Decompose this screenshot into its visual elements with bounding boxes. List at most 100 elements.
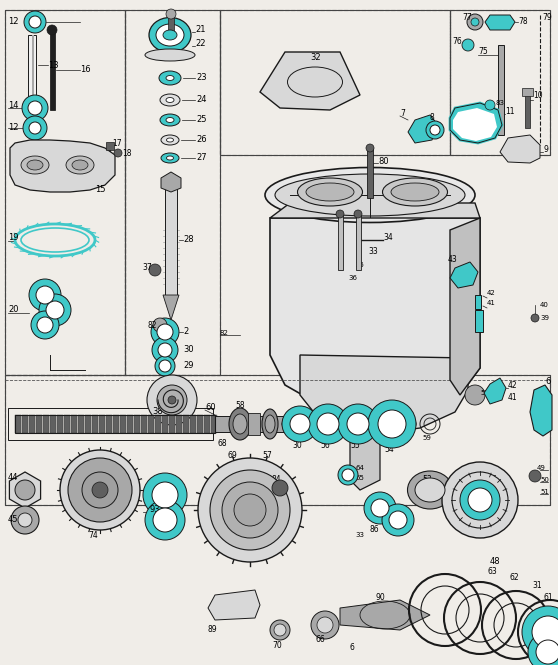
Text: 46: 46 [488,475,498,485]
Circle shape [68,458,132,522]
Text: 43: 43 [448,255,458,265]
Text: 80: 80 [378,158,388,166]
Text: 24: 24 [196,96,206,104]
Ellipse shape [166,138,174,142]
Text: 77: 77 [462,13,472,23]
Bar [8,408,213,440]
Bar [211,415,217,433]
Ellipse shape [233,414,247,434]
Bar [141,415,147,433]
Text: 19: 19 [8,233,18,243]
Bar [36,415,42,433]
Bar [22,415,28,433]
Text: 7: 7 [400,108,405,118]
Circle shape [143,473,187,517]
Text: 2: 2 [183,327,188,336]
Text: 73: 73 [88,473,98,483]
Text: 61: 61 [544,593,554,602]
Polygon shape [450,103,502,143]
Polygon shape [408,115,438,143]
Text: 10: 10 [533,90,542,100]
Circle shape [234,494,266,526]
Circle shape [382,504,414,536]
Circle shape [274,624,286,636]
Text: 65: 65 [355,475,364,481]
Text: 62: 62 [510,573,519,583]
Circle shape [152,482,178,508]
Bar [356,215,361,270]
Text: 59: 59 [422,435,431,441]
Ellipse shape [306,183,354,201]
Circle shape [29,122,41,134]
Text: 89: 89 [208,626,218,634]
Circle shape [290,414,310,434]
Bar [190,415,196,433]
Text: 57: 57 [262,452,272,460]
Circle shape [354,210,362,218]
Bar [43,415,49,433]
Bar [120,415,126,433]
Text: 38: 38 [152,408,163,416]
Text: 33: 33 [368,247,378,257]
Ellipse shape [407,471,453,509]
Ellipse shape [275,174,465,216]
Text: 44: 44 [8,473,18,483]
Bar [367,148,373,198]
Bar [64,415,70,433]
Circle shape [23,116,47,140]
Bar [50,30,55,110]
Circle shape [36,286,54,304]
Text: 56: 56 [320,440,330,450]
Bar [134,415,140,433]
Ellipse shape [147,375,197,425]
Polygon shape [450,218,480,395]
Ellipse shape [156,24,184,46]
Ellipse shape [149,17,191,53]
Bar [113,415,119,433]
Text: 54: 54 [384,446,394,454]
Bar [475,310,483,332]
Bar [183,415,189,433]
Circle shape [15,480,35,500]
Bar [148,415,154,433]
Bar [50,415,56,433]
Text: 22: 22 [195,39,205,47]
Text: 30: 30 [292,440,302,450]
Text: 90: 90 [375,593,385,602]
Circle shape [29,16,41,28]
Circle shape [152,337,178,363]
Bar [522,88,533,96]
Text: 18: 18 [122,148,132,158]
Polygon shape [484,378,506,404]
Polygon shape [350,415,380,490]
Circle shape [364,492,396,524]
Polygon shape [453,108,497,141]
Circle shape [37,317,53,333]
Circle shape [28,101,42,115]
Text: 34: 34 [383,233,393,243]
Circle shape [531,314,539,322]
Polygon shape [10,140,115,192]
Polygon shape [163,295,179,320]
Text: 12: 12 [8,17,18,27]
Circle shape [18,513,32,527]
Circle shape [536,640,558,664]
Text: 74: 74 [88,531,98,541]
Ellipse shape [72,160,88,170]
Bar [197,415,203,433]
Bar [15,415,21,433]
Bar [155,415,161,433]
Text: 35: 35 [355,262,364,268]
Polygon shape [530,385,552,436]
Text: 26: 26 [196,136,206,144]
Text: 69: 69 [228,450,238,460]
Text: 29: 29 [183,362,194,370]
Ellipse shape [262,409,278,439]
Ellipse shape [166,98,174,102]
Text: 32: 32 [310,53,321,63]
Text: 50: 50 [540,477,549,483]
Polygon shape [270,218,480,415]
Text: 58: 58 [235,402,244,410]
Ellipse shape [161,135,179,145]
Text: 60: 60 [205,402,215,412]
